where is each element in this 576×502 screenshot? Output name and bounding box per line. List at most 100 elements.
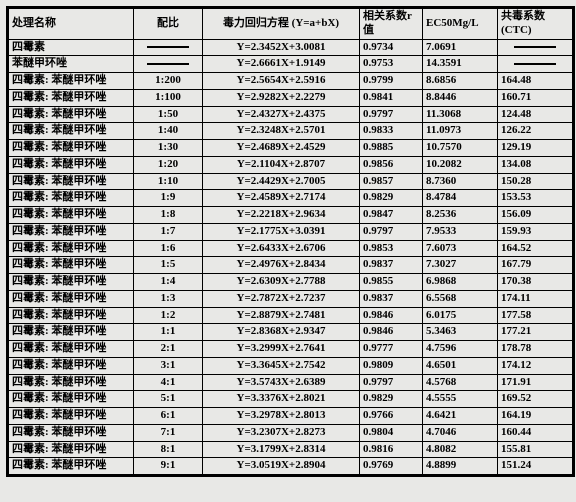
cell-eq: Y=2.9282X+2.2279 [203, 89, 360, 106]
cell-ec50: 8.7360 [423, 173, 498, 190]
cell-ec50: 4.7596 [423, 341, 498, 358]
cell-name: 四霉素: 苯醚甲环唑 [8, 123, 134, 140]
cell-name: 四霉素: 苯醚甲环唑 [8, 307, 134, 324]
cell-r: 0.9846 [360, 324, 423, 341]
cell-name: 四霉素: 苯醚甲环唑 [8, 408, 134, 425]
table-row: 四霉素: 苯醚甲环唑1:50Y=2.4327X+2.43750.979711.3… [8, 106, 574, 123]
cell-name: 四霉素: 苯醚甲环唑 [8, 240, 134, 257]
cell-r: 0.9777 [360, 341, 423, 358]
cell-name: 四霉素: 苯醚甲环唑 [8, 223, 134, 240]
dash-line [514, 63, 556, 65]
cell-ec50: 4.8899 [423, 458, 498, 476]
cell-ctc: 150.28 [498, 173, 574, 190]
cell-name: 四霉素: 苯醚甲环唑 [8, 140, 134, 157]
cell-r: 0.9837 [360, 257, 423, 274]
cell-name: 苯醚甲环唑 [8, 56, 134, 73]
cell-eq: Y=2.6433X+2.6706 [203, 240, 360, 257]
cell-ctc: 177.21 [498, 324, 574, 341]
cell-ratio: 8:1 [134, 441, 203, 458]
cell-name: 四霉素: 苯醚甲环唑 [8, 190, 134, 207]
cell-ratio: 1:20 [134, 156, 203, 173]
cell-r: 0.9837 [360, 290, 423, 307]
table-row: 四霉素: 苯醚甲环唑1:1Y=2.8368X+2.93470.98465.346… [8, 324, 574, 341]
table-row: 四霉素: 苯醚甲环唑1:30Y=2.4689X+2.45290.988510.7… [8, 140, 574, 157]
table-row: 四霉素Y=2.3452X+3.00810.97347.0691 [8, 39, 574, 56]
cell-ctc: 160.71 [498, 89, 574, 106]
cell-ec50: 8.4784 [423, 190, 498, 207]
cell-ctc: 164.52 [498, 240, 574, 257]
cell-r: 0.9829 [360, 391, 423, 408]
cell-ctc: 156.09 [498, 207, 574, 224]
cell-ratio: 1:7 [134, 223, 203, 240]
cell-ctc: 171.91 [498, 374, 574, 391]
cell-r: 0.9829 [360, 190, 423, 207]
cell-ctc: 155.81 [498, 441, 574, 458]
cell-ec50: 11.0973 [423, 123, 498, 140]
cell-eq: Y=2.6309X+2.7788 [203, 274, 360, 291]
cell-ratio: 1:3 [134, 290, 203, 307]
cell-ratio: 1:30 [134, 140, 203, 157]
cell-name: 四霉素: 苯醚甲环唑 [8, 73, 134, 90]
table-row: 四霉素: 苯醚甲环唑1:4Y=2.6309X+2.77880.98556.986… [8, 274, 574, 291]
cell-ratio: 2:1 [134, 341, 203, 358]
cell-r: 0.9769 [360, 458, 423, 476]
cell-r: 0.9885 [360, 140, 423, 157]
cell-ctc: 177.58 [498, 307, 574, 324]
cell-name: 四霉素: 苯醚甲环唑 [8, 391, 134, 408]
cell-eq: Y=3.0519X+2.8904 [203, 458, 360, 476]
cell-ctc: 167.79 [498, 257, 574, 274]
cell-ratio: 3:1 [134, 357, 203, 374]
cell-r: 0.9797 [360, 223, 423, 240]
dash-line [147, 63, 189, 65]
cell-eq: Y=2.4976X+2.8434 [203, 257, 360, 274]
cell-name: 四霉素: 苯醚甲环唑 [8, 156, 134, 173]
cell-name: 四霉素: 苯醚甲环唑 [8, 290, 134, 307]
table-row: 四霉素: 苯醚甲环唑2:1Y=3.2999X+2.76410.97774.759… [8, 341, 574, 358]
table-row: 四霉素: 苯醚甲环唑1:20Y=2.1104X+2.87070.985610.2… [8, 156, 574, 173]
cell-ec50: 6.0175 [423, 307, 498, 324]
cell-ctc [498, 39, 574, 56]
cell-eq: Y=2.5654X+2.5916 [203, 73, 360, 90]
cell-ratio: 4:1 [134, 374, 203, 391]
cell-ec50: 4.5768 [423, 374, 498, 391]
table-row: 四霉素: 苯醚甲环唑7:1Y=3.2307X+2.82730.98044.704… [8, 424, 574, 441]
cell-name: 四霉素: 苯醚甲环唑 [8, 374, 134, 391]
cell-ratio: 1:8 [134, 207, 203, 224]
table-row: 四霉素: 苯醚甲环唑1:5Y=2.4976X+2.84340.98377.302… [8, 257, 574, 274]
table-row: 四霉素: 苯醚甲环唑1:8Y=2.2218X+2.96340.98478.253… [8, 207, 574, 224]
cell-ctc: 164.48 [498, 73, 574, 90]
cell-eq: Y=2.2218X+2.9634 [203, 207, 360, 224]
col-ratio: 配比 [134, 8, 203, 40]
cell-eq: Y=2.3248X+2.5701 [203, 123, 360, 140]
cell-ratio: 1:2 [134, 307, 203, 324]
cell-eq: Y=3.3645X+2.7542 [203, 357, 360, 374]
cell-r: 0.9809 [360, 357, 423, 374]
cell-r: 0.9856 [360, 156, 423, 173]
cell-r: 0.9853 [360, 240, 423, 257]
cell-eq: Y=2.1104X+2.8707 [203, 156, 360, 173]
table-row: 四霉素: 苯醚甲环唑1:7Y=2.1775X+3.03910.97977.953… [8, 223, 574, 240]
cell-ctc: 126.22 [498, 123, 574, 140]
cell-ratio [134, 56, 203, 73]
cell-ctc: 151.24 [498, 458, 574, 476]
cell-ec50: 7.3027 [423, 257, 498, 274]
cell-ctc: 129.19 [498, 140, 574, 157]
cell-ec50: 7.0691 [423, 39, 498, 56]
cell-ec50: 7.9533 [423, 223, 498, 240]
cell-name: 四霉素: 苯醚甲环唑 [8, 441, 134, 458]
cell-ec50: 6.9868 [423, 274, 498, 291]
cell-ctc: 178.78 [498, 341, 574, 358]
cell-ec50: 4.7046 [423, 424, 498, 441]
cell-ec50: 5.3463 [423, 324, 498, 341]
cell-r: 0.9847 [360, 207, 423, 224]
cell-ctc: 124.48 [498, 106, 574, 123]
cell-ctc: 174.12 [498, 357, 574, 374]
cell-r: 0.9799 [360, 73, 423, 90]
cell-eq: Y=3.2307X+2.8273 [203, 424, 360, 441]
cell-ratio: 1:9 [134, 190, 203, 207]
cell-name: 四霉素: 苯醚甲环唑 [8, 458, 134, 476]
cell-ratio: 1:10 [134, 173, 203, 190]
cell-ec50: 4.8082 [423, 441, 498, 458]
cell-eq: Y=2.4689X+2.4529 [203, 140, 360, 157]
table-row: 四霉素: 苯醚甲环唑1:100Y=2.9282X+2.22790.98418.8… [8, 89, 574, 106]
